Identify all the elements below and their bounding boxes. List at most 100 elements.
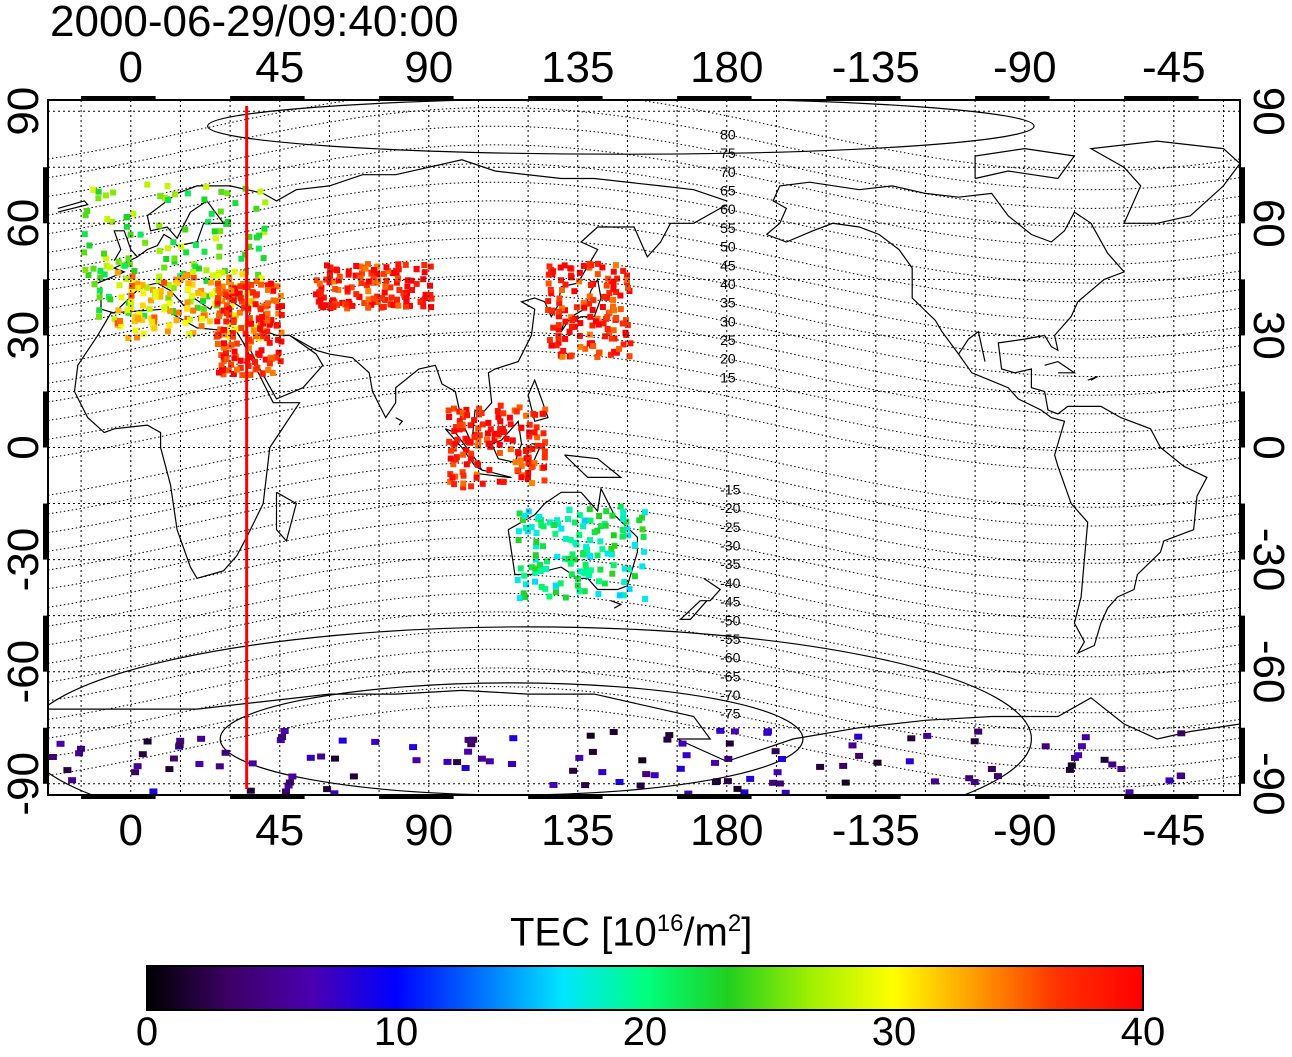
tec-cell [96,313,102,320]
tec-cell [611,542,618,549]
tec-cell [621,578,628,585]
frame-tick-bottom [975,795,1050,799]
coastline [491,419,523,464]
tec-cell [550,268,557,275]
tec-cell [582,345,589,352]
tec-cell [473,474,480,481]
tec-cell [587,313,594,320]
tec-cell [549,782,558,788]
tec-cell [174,280,181,286]
tec-cell [587,567,594,574]
tec-cell [111,316,118,323]
tec-cell [454,436,461,443]
frame-tick-left [43,615,48,672]
tec-cell [613,289,620,295]
tec-cell [515,528,522,535]
tec-cell [368,279,375,286]
tec-cell [529,480,535,487]
x-tick-label-top: -135 [832,43,920,92]
tec-cell [203,267,210,274]
contour-label: 55 [720,220,736,236]
tec-cell [619,533,626,540]
tec-cell [316,280,323,287]
tec-cell [253,278,260,285]
tec-cell [907,735,916,742]
tec-cell [617,292,624,299]
tec-cell [495,414,502,421]
tec-cell [536,513,543,520]
tec-cell [446,438,453,445]
tec-cell [467,422,474,429]
tec-cell [562,281,569,288]
tec-cell [390,302,397,309]
tec-cell [253,333,259,340]
tec-cell [253,234,260,241]
tec-cell [509,437,516,444]
tec-cell [581,588,588,595]
tec-cell [610,279,617,286]
tec-cell [487,426,494,433]
tec-cell [128,295,135,302]
tec-cell [552,530,559,537]
tec-cell [195,289,202,296]
tec-cell [345,271,352,278]
tec-cell [592,318,599,325]
tec-cell [208,210,215,217]
tec-cell [525,470,532,476]
y-tick-label-right: -90 [1244,752,1292,816]
tec-cell [1117,766,1126,772]
tec-cell [1125,789,1134,795]
tec-cell [207,318,213,325]
tec-cell [103,255,110,262]
tec-cell [566,328,573,335]
tec-cell [118,294,125,301]
tec-cell [596,578,602,585]
tec-cell [556,308,563,315]
tec-cell [157,293,164,300]
tec-cell [526,433,533,440]
tec-cell [365,288,372,295]
tec-cell [178,243,185,250]
tec-cell [547,286,554,293]
tec-cell [625,532,632,539]
tec-cell [68,777,77,784]
tec-cell [569,767,578,774]
tec-cell [428,304,435,311]
tec-cell [485,440,492,447]
tec-cell [965,775,974,782]
tec-cell [595,591,602,597]
x-tick-label-top: 90 [404,43,453,92]
tec-cell [96,287,103,294]
tec-cell [184,190,191,197]
tec-cell [198,323,205,330]
tec-cell [610,296,617,303]
tec-cell [516,595,523,602]
tec-cell [716,727,725,734]
tec-cell [553,589,559,596]
tec-cell [594,271,601,278]
tec-cell [273,298,280,304]
contour-label: -30 [720,538,740,554]
tec-cell [781,789,790,795]
tec-cell [140,330,147,337]
tec-cell [228,287,235,294]
tec-cell [987,766,996,772]
tec-cell [383,277,390,284]
tec-cell [475,425,482,432]
tec-cell [215,295,222,302]
tec-cell [427,282,433,289]
tec-cell [217,208,224,215]
tec-cell [195,761,204,767]
frame-tick-bottom [379,795,454,799]
tec-cell [277,358,284,365]
tec-cell [599,304,606,310]
tec-cell [484,430,491,437]
tec-cell [246,243,253,250]
tec-cell [223,318,230,325]
tec-cell [86,242,93,249]
colorbar-title-unit: /m [683,910,728,955]
tec-cell [220,371,227,378]
tec-cell [590,343,597,349]
colorbar-gradient [146,965,1144,1011]
tec-cell [575,575,581,582]
